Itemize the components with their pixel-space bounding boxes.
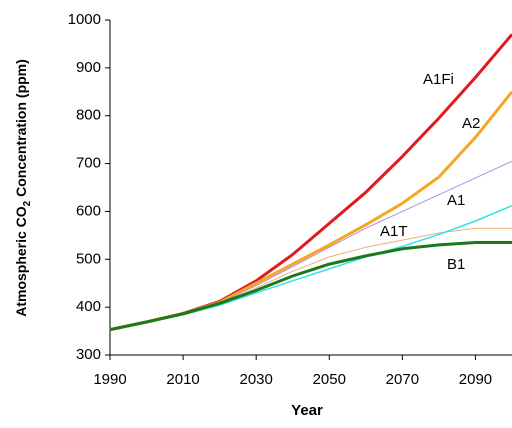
- series-line: [109, 90, 512, 332]
- y-tick-label: 500: [76, 250, 101, 267]
- x-tick-label: 2010: [166, 371, 199, 388]
- x-axis-title: Year: [291, 402, 323, 419]
- y-tick-label: 700: [76, 155, 101, 172]
- y-tick-label: 300: [76, 346, 101, 363]
- x-tick-label: 2090: [459, 371, 492, 388]
- y-tick-label: 600: [76, 202, 101, 219]
- y-tick-label: 400: [76, 298, 101, 315]
- y-axis-title-sub: 2: [22, 200, 33, 206]
- x-tick-label: 2050: [313, 371, 346, 388]
- series-label: B1: [447, 256, 465, 273]
- series-label: A1Fi: [423, 71, 454, 88]
- series-label: A1T: [380, 223, 408, 240]
- y-axis-title: Atmospheric CO2 Concentration (ppm): [13, 59, 33, 317]
- y-tick-label: 1000: [68, 11, 101, 28]
- x-tick-label: 2030: [239, 371, 272, 388]
- series-label: A1: [447, 192, 465, 209]
- series-label: A2: [462, 115, 480, 132]
- y-tick-label: 800: [76, 107, 101, 124]
- y-axis-title-part: Atmospheric CO: [13, 206, 29, 317]
- series-line: [109, 241, 512, 332]
- y-tick-label: 900: [76, 59, 101, 76]
- x-tick-label: 2070: [386, 371, 419, 388]
- y-axis-title-part: Concentration (ppm): [13, 59, 29, 201]
- x-tick-label: 1990: [93, 371, 126, 388]
